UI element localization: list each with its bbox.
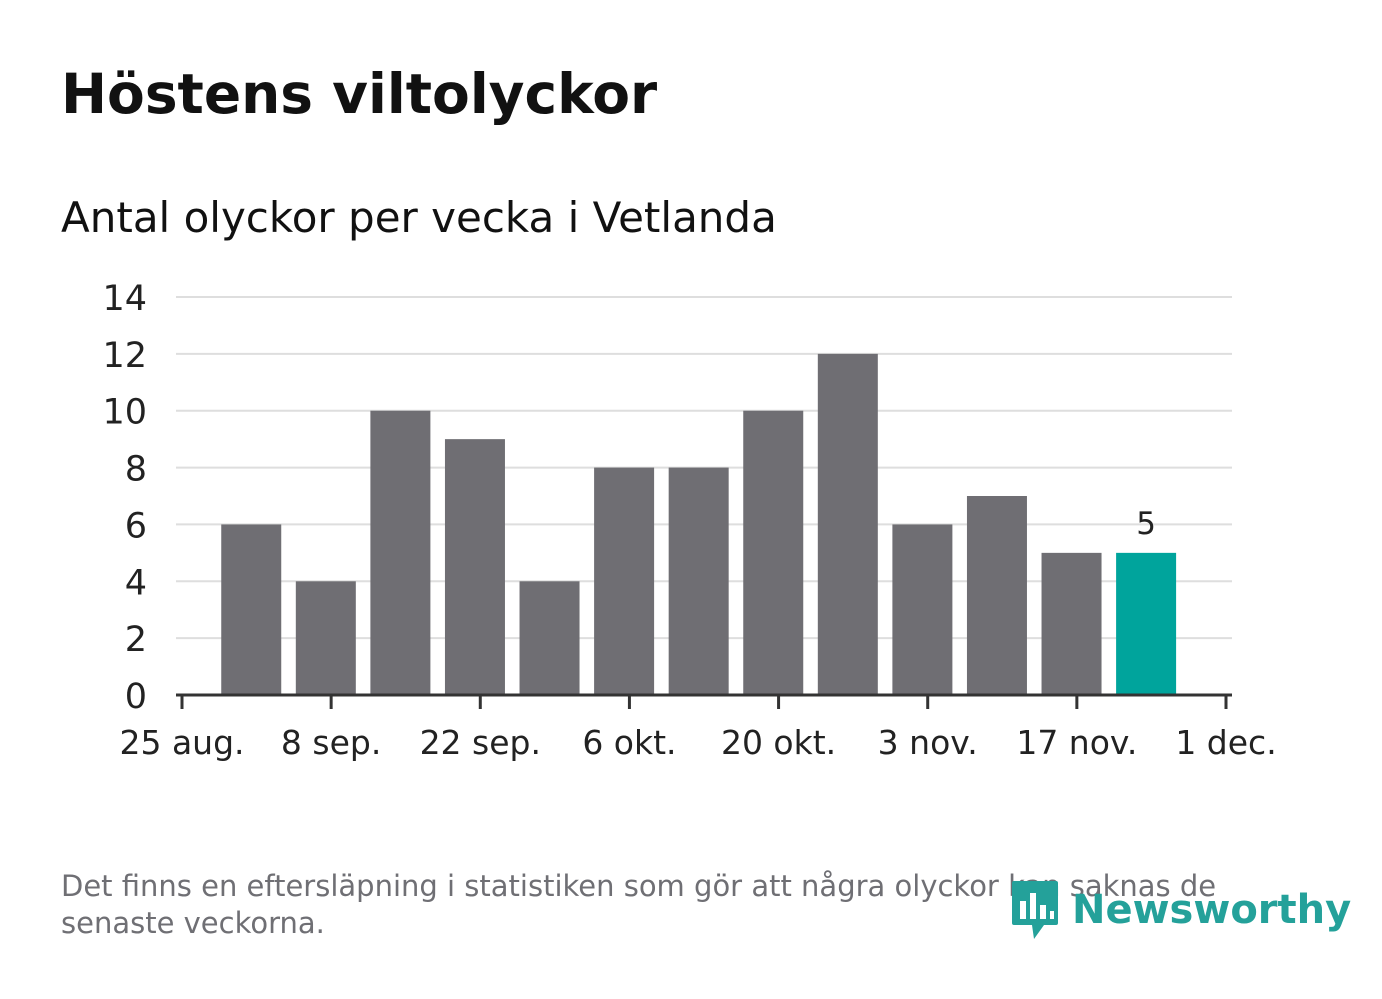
x-tick-label-2025-12-01: 1 dec. xyxy=(1175,723,1276,762)
x-tick-label-2025-10-20: 20 okt. xyxy=(721,723,836,762)
bar-2025-11-24 xyxy=(1116,552,1177,695)
chart-subtitle: Antal olyckor per vecka i Vetlanda xyxy=(61,193,777,242)
y-tick-label-12: 12 xyxy=(102,336,147,376)
bar-2025-09-15 xyxy=(370,410,431,695)
brand-name: Newsworthy xyxy=(1072,887,1352,933)
bar-2025-10-06 xyxy=(594,467,655,695)
y-tick-label-2: 2 xyxy=(125,620,147,660)
chart-title: Höstens viltolyckor xyxy=(61,62,658,126)
bar-chart: 5 0 2 4 6 8 10 12 14 25 aug. 8 sep. 22 sep. 6 okt. 2… xyxy=(102,279,1276,762)
bar-2025-09-29 xyxy=(519,581,580,695)
bar-2025-11-17 xyxy=(1041,552,1102,695)
bar-2025-10-13 xyxy=(668,467,729,695)
x-tick-label-2025-09-08: 8 sep. xyxy=(281,723,381,762)
x-tick-label-2025-08-25: 25 aug. xyxy=(119,723,244,762)
bar-2025-10-20 xyxy=(743,410,804,695)
y-tick-label-4: 4 xyxy=(125,563,147,603)
bar-2025-09-08 xyxy=(295,581,356,695)
bar-2025-11-03 xyxy=(892,524,953,695)
bar-value-label: 5 xyxy=(1136,506,1156,542)
x-tick-label-2025-09-22: 22 sep. xyxy=(420,723,541,762)
x-tick-label-2025-11-17: 17 nov. xyxy=(1016,723,1137,762)
bar-2025-09-22 xyxy=(444,439,505,695)
x-tick-label-2025-10-06: 6 okt. xyxy=(582,723,676,762)
bar-2025-11-10 xyxy=(966,496,1027,695)
bar-2025-09-01 xyxy=(221,524,282,695)
y-tick-label-6: 6 xyxy=(125,506,147,546)
y-tick-label-10: 10 xyxy=(102,393,147,433)
bar-chart-speech-bubble-icon xyxy=(1012,881,1058,939)
x-tick-label-2025-11-03: 3 nov. xyxy=(878,723,978,762)
newsworthy-logo: Newsworthy xyxy=(1010,878,1351,942)
y-tick-label-8: 8 xyxy=(125,450,147,490)
y-tick-label-14: 14 xyxy=(102,279,147,319)
y-tick-label-0: 0 xyxy=(125,677,147,717)
bar-2025-10-27 xyxy=(817,353,878,695)
